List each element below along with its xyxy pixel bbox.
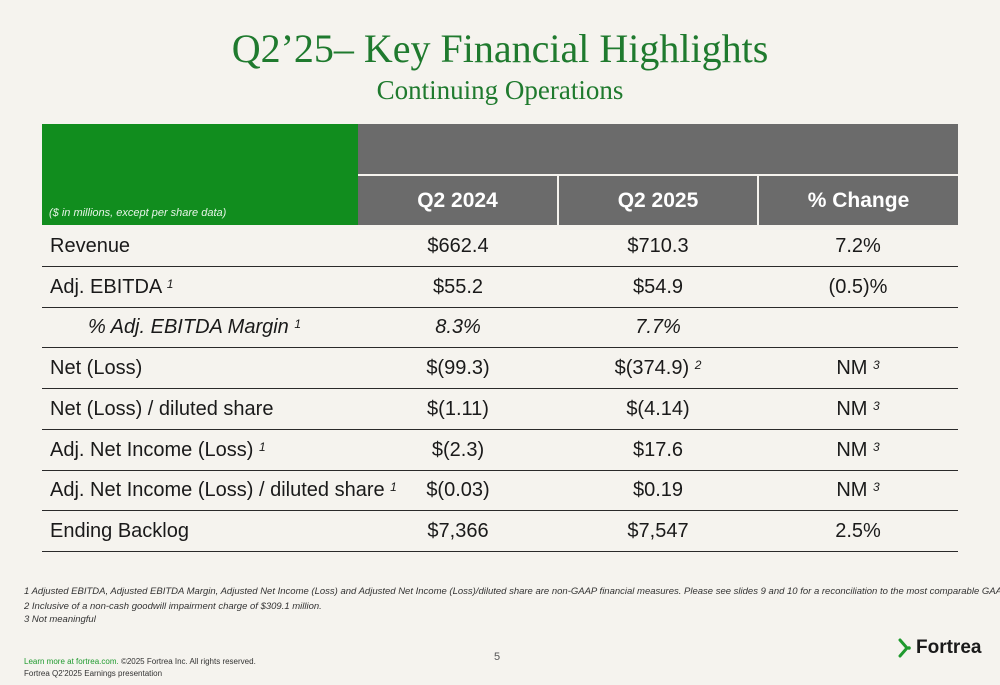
- cell-q2-2025-text: $(374.9): [614, 357, 690, 380]
- cell-q2-2024-text: $(1.11): [427, 397, 489, 420]
- page-title: Q2’25– Key Financial Highlights: [231, 26, 769, 71]
- row-label: Ending Backlog: [50, 511, 189, 551]
- row-label-footnote-ref: 1: [258, 439, 266, 454]
- cell-q2-2024-text: $7,366: [427, 519, 489, 542]
- column-header-q2-2024: Q2 2024: [358, 176, 557, 225]
- cell-change: NM 3: [758, 470, 958, 510]
- cell-q2-2024: $(0.03): [358, 470, 558, 510]
- cell-change-text: NM: [836, 397, 868, 420]
- row-label-footnote-ref: 1: [390, 480, 397, 495]
- cell-q2-2025: $7,547: [558, 511, 758, 551]
- row-label-text: Adj. EBITDA: [50, 275, 162, 298]
- cell-q2-2024: $55.2: [358, 267, 558, 307]
- footer-copyright-line: Learn more at fortrea.com. ©2025 Fortrea…: [24, 657, 256, 666]
- cell-q2-2025: $710.3: [558, 226, 758, 266]
- cell-q2-2025: $0.19: [558, 470, 758, 510]
- cell-change: 7.2%: [758, 226, 958, 266]
- cell-change-footnote-ref: 3: [872, 398, 880, 413]
- cell-change-text: 2.5%: [835, 519, 881, 542]
- table-header-band: [358, 124, 958, 174]
- cell-q2-2024: $(1.11): [358, 389, 558, 429]
- cell-change: NM 3: [758, 348, 958, 388]
- row-label: Net (Loss) / diluted share: [50, 389, 273, 429]
- cell-q2-2024: $(99.3): [358, 348, 558, 388]
- table-row: Adj. EBITDA 1 $55.2 $54.9 (0.5)%: [42, 267, 958, 308]
- footnote-1: 1 Adjusted EBITDA, Adjusted EBITDA Margi…: [24, 586, 1000, 597]
- column-header-change: % Change: [759, 176, 958, 225]
- table-label-header: ($ in millions, except per share data): [42, 124, 358, 225]
- cell-change-footnote-ref: 3: [872, 439, 880, 454]
- table-row: Net (Loss) $(99.3) $(374.9) 2 NM 3: [42, 348, 958, 390]
- cell-change-footnote-ref: 3: [872, 358, 880, 373]
- row-label-text: Adj. Net Income (Loss) / diluted share: [50, 479, 385, 502]
- row-label-footnote-ref: 1: [294, 317, 302, 332]
- cell-q2-2025: $54.9: [558, 267, 758, 307]
- cell-q2-2024-text: 8.3%: [435, 316, 481, 339]
- row-label-text: Net (Loss) / diluted share: [50, 397, 274, 420]
- column-header-q2-2025: Q2 2025: [559, 176, 757, 225]
- cell-q2-2024-text: $662.4: [427, 235, 489, 257]
- cell-change: NM 3: [758, 389, 958, 429]
- cell-q2-2025-text: $17.6: [632, 438, 684, 461]
- copyright-text: ©2025 Fortrea Inc. All rights reserved.: [118, 657, 256, 666]
- row-label-text: % Adj. EBITDA Margin: [88, 316, 289, 339]
- cell-q2-2025: $17.6: [558, 430, 758, 470]
- cell-q2-2025: 7.7%: [558, 307, 758, 347]
- document-name: Fortrea Q2'2025 Earnings presentation: [24, 669, 163, 678]
- row-label: % Adj. EBITDA Margin 1: [88, 307, 301, 347]
- cell-change: (0.5)%: [758, 267, 958, 307]
- footnote-3: 3 Not meaningful: [24, 614, 96, 625]
- cell-q2-2025-text: $0.19: [632, 479, 684, 502]
- cell-q2-2024: $(2.3): [358, 430, 558, 470]
- page-subtitle: Continuing Operations: [376, 75, 624, 105]
- cell-q2-2024: $662.4: [358, 226, 558, 266]
- fortrea-logo: Fortrea: [898, 637, 981, 659]
- row-label-text: Net (Loss): [50, 357, 143, 380]
- row-label: Adj. Net Income (Loss) / diluted share 1: [50, 470, 397, 510]
- cell-change-text: 7.2%: [835, 235, 881, 257]
- cell-change-text: NM: [836, 479, 868, 502]
- row-label-text: Ending Backlog: [50, 519, 189, 542]
- fortrea-link[interactable]: Learn more at fortrea.com.: [24, 657, 119, 666]
- cell-q2-2024: 8.3%: [358, 307, 558, 347]
- cell-q2-2025-text: $710.3: [627, 235, 689, 257]
- row-label-text: Revenue: [50, 235, 131, 257]
- row-label: Revenue: [50, 226, 130, 266]
- fortrea-chevron-icon: [898, 638, 911, 658]
- table-row: Net (Loss) / diluted share $(1.11) $(4.14)…: [42, 389, 958, 430]
- table-row: Adj. Net Income (Loss) 1 $(2.3) $17.6 NM 3: [42, 430, 958, 471]
- cell-change-text: NM: [836, 438, 868, 461]
- cell-change-text: NM: [836, 357, 868, 380]
- row-label-text: Adj. Net Income (Loss): [50, 438, 254, 461]
- footnote-2: 2 Inclusive of a non-cash goodwill impai…: [24, 601, 322, 612]
- cell-q2-2025: $(4.14): [558, 389, 758, 429]
- cell-q2-2024-text: $55.2: [432, 275, 484, 298]
- cell-q2-2025-text: $7,547: [627, 519, 689, 542]
- cell-q2-2025-text: $54.9: [632, 275, 684, 298]
- cell-q2-2024-text: $(2.3): [431, 438, 485, 461]
- units-note: ($ in millions, except per share data): [49, 207, 227, 219]
- cell-change-text: (0.5)%: [828, 275, 888, 298]
- table-row: % Adj. EBITDA Margin 1 8.3% 7.7%: [42, 307, 958, 349]
- cell-change-footnote-ref: 3: [872, 480, 880, 495]
- cell-q2-2024-text: $(0.03): [426, 479, 490, 502]
- cell-q2-2025-footnote-ref: 2: [694, 358, 702, 373]
- logo-text: Fortrea: [916, 637, 982, 658]
- page-number: 5: [494, 651, 501, 663]
- table-row: Adj. Net Income (Loss) / diluted share 1…: [42, 470, 958, 512]
- cell-change: 2.5%: [758, 511, 958, 551]
- table-row: Revenue $662.4 $710.3 7.2%: [42, 226, 958, 267]
- row-label-footnote-ref: 1: [166, 276, 174, 291]
- table-row: Ending Backlog $7,366 $7,547 2.5%: [42, 511, 958, 552]
- cell-change: NM 3: [758, 430, 958, 470]
- cell-q2-2024: $7,366: [358, 511, 558, 551]
- row-label: Adj. EBITDA 1: [50, 267, 173, 307]
- cell-q2-2025-text: $(4.14): [626, 397, 690, 420]
- cell-q2-2025: $(374.9) 2: [558, 348, 758, 388]
- row-label: Adj. Net Income (Loss) 1: [50, 430, 266, 470]
- cell-q2-2024-text: $(99.3): [426, 357, 490, 380]
- cell-q2-2025-text: 7.7%: [635, 316, 681, 339]
- row-label: Net (Loss): [50, 348, 142, 388]
